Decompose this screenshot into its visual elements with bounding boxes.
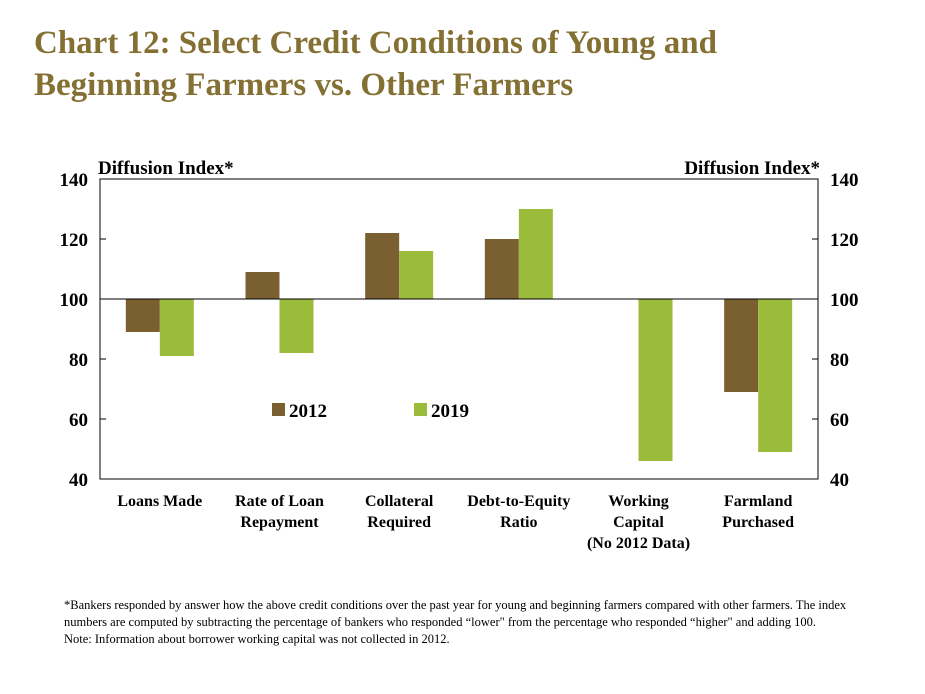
bar-2019 <box>638 299 673 461</box>
x-category-label: Debt-to-Equity <box>467 493 570 510</box>
legend-swatch-2019 <box>414 403 427 416</box>
bar-2019 <box>159 299 194 356</box>
legend-label-2012: 2012 <box>289 401 327 422</box>
bar-2012 <box>125 299 160 332</box>
y-tick-label-left: 100 <box>60 290 89 311</box>
y-tick-label-right: 80 <box>830 350 849 371</box>
y-axis-label-left: Diffusion Index* <box>98 158 234 179</box>
bar-2012 <box>484 239 519 299</box>
x-category-label: Rate of Loan <box>235 493 324 510</box>
x-category-label: Purchased <box>722 514 794 531</box>
x-category-label: Loans Made <box>117 493 202 510</box>
y-tick-label-left: 80 <box>69 350 88 371</box>
x-category-label: Capital <box>613 514 664 531</box>
y-tick-label-right: 60 <box>830 410 849 431</box>
bar-chart: 40 40 60 60 80 80 100 100 120 120 140 140 Diffusion … <box>60 158 859 552</box>
chart-title-line-2: Beginning Farmers vs. Other Farmers <box>34 67 574 103</box>
x-category-label: (No 2012 Data) <box>587 535 690 552</box>
bar-2012 <box>365 233 400 299</box>
legend-label-2019: 2019 <box>431 401 469 422</box>
chart-title: Chart 12: Select Credit Conditions of Yo… <box>34 22 914 106</box>
footnote-note: Note: Information about borrower working… <box>64 632 450 646</box>
chart-title-line-1: Chart 12: Select Credit Conditions of Yo… <box>34 25 717 61</box>
y-tick-label-left: 140 <box>60 170 89 191</box>
y-tick-label-right: 100 <box>830 290 859 311</box>
x-category-label: Ratio <box>500 514 537 531</box>
x-category-label: Repayment <box>240 514 319 531</box>
y-tick-label-left: 120 <box>60 230 89 251</box>
y-tick-label-left: 60 <box>69 410 88 431</box>
y-tick-label-left: 40 <box>69 470 88 491</box>
y-tick-label-right: 140 <box>830 170 859 191</box>
footnote: *Bankers responded by answer how the abo… <box>64 597 854 648</box>
bar-2012 <box>245 272 280 299</box>
bar-2012 <box>724 299 759 392</box>
x-category-label: Required <box>367 514 431 531</box>
bar-2019 <box>279 299 314 353</box>
y-tick-label-right: 120 <box>830 230 859 251</box>
y-axis-label-right: Diffusion Index* <box>684 158 820 179</box>
bar-2019 <box>518 209 553 299</box>
plot-frame <box>99 178 819 480</box>
x-category-label: Farmland <box>724 493 793 510</box>
bar-2019 <box>758 299 793 452</box>
x-category-label: Working <box>608 493 668 510</box>
legend-swatch-2012 <box>272 403 285 416</box>
y-tick-label-right: 40 <box>830 470 849 491</box>
bar-2019 <box>399 251 434 299</box>
footnote-definition: *Bankers responded by answer how the abo… <box>64 598 847 629</box>
x-category-label: Collateral <box>365 493 434 510</box>
